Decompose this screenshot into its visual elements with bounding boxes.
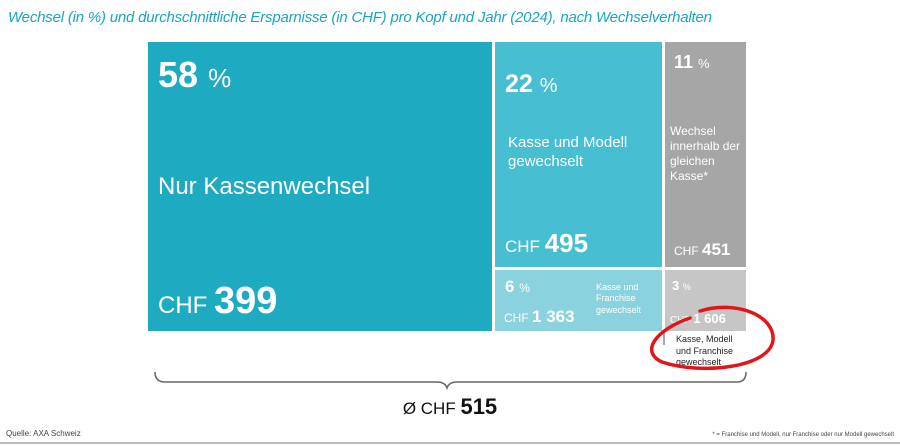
percent-unit: % xyxy=(698,56,710,71)
segment-label-outside: Kasse, Modell und Franchise gewechselt xyxy=(676,334,734,368)
currency: CHF xyxy=(158,292,208,319)
segment-kasse-modell-franchise: 3 % CHF 1 606 xyxy=(665,270,746,331)
currency: CHF xyxy=(674,244,699,258)
percent-unit: % xyxy=(682,282,691,292)
divider xyxy=(0,442,900,444)
percent-unit: % xyxy=(519,281,530,295)
segment-percent: 58 xyxy=(158,54,199,95)
segment-label: Wechsel innerhalb der gleichen Kasse* xyxy=(670,124,741,183)
segment-savings: 451 xyxy=(702,240,731,259)
percent-unit: % xyxy=(539,75,558,97)
average-savings: Ø CHF 515 xyxy=(0,394,900,420)
segment-kasse-modell: 22 % Kasse und Modell gewechselt CHF 495 xyxy=(495,42,662,267)
brace xyxy=(154,371,747,391)
chart-title: Wechsel (in %) und durchschnittliche Ers… xyxy=(8,9,712,26)
source: Quelle: AXA Schweiz xyxy=(6,429,81,438)
segment-label: Kasse und Franchise gewechselt xyxy=(596,282,642,315)
highlight-circle xyxy=(649,305,775,371)
segment-label: Nur Kassenwechsel xyxy=(158,173,371,200)
currency: CHF xyxy=(504,311,529,325)
segment-gleiche-kasse: 11 % Wechsel innerhalb der gleichen Kass… xyxy=(665,42,746,267)
segment-label: Kasse und Modell gewechselt xyxy=(508,134,628,170)
segment-nur-kassenwechsel: 58 % Nur Kassenwechsel CHF 399 xyxy=(148,42,492,331)
average-value: 515 xyxy=(460,394,498,419)
footnote: * = Franchise und Modell, nur Franchise … xyxy=(712,432,894,438)
percent-unit: % xyxy=(208,63,232,93)
segment-percent: 11 xyxy=(674,52,694,72)
segment-percent: 22 xyxy=(505,70,533,98)
currency: CHF xyxy=(505,237,540,256)
segment-savings: 1 363 xyxy=(532,307,575,326)
average-prefix: Ø CHF xyxy=(402,399,456,418)
segment-percent: 3 xyxy=(672,278,680,293)
segment-kasse-franchise: 6 % Kasse und Franchise gewechselt CHF 1… xyxy=(495,270,662,331)
segment-savings: 399 xyxy=(214,280,278,322)
segment-savings: 1 606 xyxy=(693,311,726,326)
segment-percent: 6 xyxy=(505,277,515,296)
segment-savings: 495 xyxy=(544,228,589,258)
